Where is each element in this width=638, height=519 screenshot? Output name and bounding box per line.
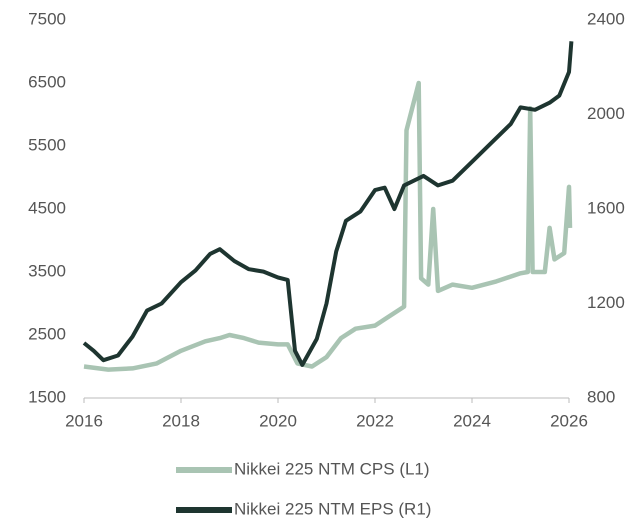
- x-tick-label: 2016: [65, 411, 103, 430]
- y2-tick-label: 2400: [587, 9, 625, 28]
- x-tick-label: 2020: [259, 411, 297, 430]
- y-tick-label: 2500: [28, 324, 66, 343]
- x-tick-label: 2018: [162, 411, 200, 430]
- x-tick-label: 2026: [550, 411, 588, 430]
- y-tick-label: 4500: [28, 198, 66, 217]
- y-tick-label: 7500: [28, 9, 66, 28]
- y-tick-label: 3500: [28, 261, 66, 280]
- series-line: [82, 41, 574, 367]
- y2-tick-label: 1200: [587, 293, 625, 312]
- legend-label: Nikkei 225 NTM CPS (L1): [234, 459, 430, 478]
- x-tick-label: 2022: [356, 411, 394, 430]
- y2-tick-label: 800: [587, 387, 615, 406]
- y-tick-label: 6500: [28, 72, 66, 91]
- y2-tick-label: 2000: [587, 104, 625, 123]
- legend-label: Nikkei 225 NTM EPS (R1): [234, 499, 431, 518]
- y-tick-label: 5500: [28, 135, 66, 154]
- x-tick-label: 2024: [453, 411, 491, 430]
- series-line: [83, 80, 573, 372]
- y-tick-label: 1500: [28, 387, 66, 406]
- y2-tick-label: 1600: [587, 198, 625, 217]
